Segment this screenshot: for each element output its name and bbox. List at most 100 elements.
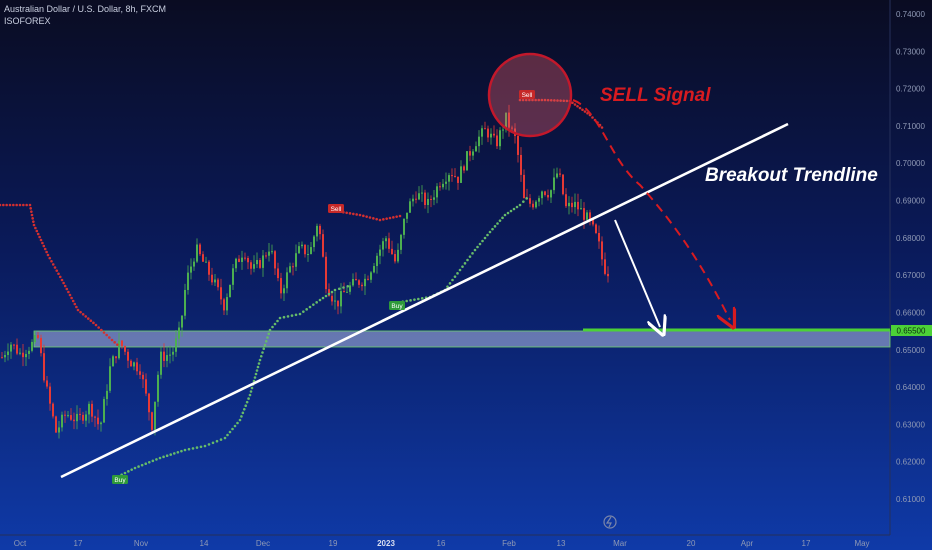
trail-dot [25,203,28,207]
trail-dot [478,242,482,246]
candle-body [469,151,471,156]
candle-body [166,355,168,361]
candle-body [352,278,354,286]
trail-dot [456,272,459,275]
x-tick-label: Oct [14,539,27,548]
candle-body [64,414,66,416]
candle-body [349,285,351,292]
candle-body [61,414,63,428]
trail-dot [15,203,18,207]
trail-dot [503,213,507,217]
candle-body [331,295,333,302]
candle-body [7,351,9,355]
candle-body [583,208,585,220]
candle-body [274,251,276,269]
candle-body [535,201,537,208]
trail-dot [116,343,119,346]
candle-body [100,422,102,425]
candle-body [511,127,513,129]
trail-dot [207,443,211,446]
candle-body [532,203,534,208]
candle-body [544,191,546,195]
candle-body [37,335,39,338]
candle-body [571,202,573,208]
trail-dot [368,216,372,219]
trail-dot [581,108,584,112]
trail-dot [245,400,249,404]
trail-dot [473,248,477,252]
trail-dot [140,463,144,467]
trail-dot [518,98,522,102]
time-axis: Oct 17 Nov 14 Dec 19 2023 16 Feb 13 Mar 20 Apr 17 May [14,539,870,548]
trail-dot [562,99,566,103]
candle-body [79,413,81,415]
trail-dot [8,203,12,207]
candle-body [223,299,225,311]
trail-dot [286,315,290,318]
watermark-logo [603,515,617,529]
trail-dot [254,372,258,376]
trail-dot [244,404,248,408]
trail-dot [305,308,308,311]
trail-dot [483,236,487,240]
candle-body [427,198,429,206]
trail-dot [524,98,528,102]
candle-body [415,198,417,200]
candle-body [16,344,18,354]
trail-dot [81,312,85,316]
candle-body [346,291,348,293]
sell-tag-mid-label: Sell [331,206,342,213]
y-tick-label: 0.69000 [896,197,925,206]
trail-dot [382,218,385,221]
trail-dot [211,441,215,445]
trail-dot [543,98,547,102]
candle-body [169,354,171,356]
candle-body [508,112,510,128]
candle-body [379,249,381,256]
candle-body [370,272,372,280]
trail-dot [586,111,589,115]
trail-dot [32,223,36,227]
trail-dot [512,207,516,211]
trail-dot [271,325,274,329]
trail-dot [583,110,587,113]
candle-body [130,360,132,367]
candle-body [499,130,501,147]
trail-dot [298,312,302,316]
candle-body [529,198,531,204]
buy-tag-mid-label: Buy [391,303,403,310]
price-badge: 0.65500 [891,325,932,336]
trail-dot [240,415,243,418]
candle-body [307,254,309,256]
trail-dot [73,302,77,306]
trail-dot [31,217,34,220]
trail-dot [48,256,52,260]
trail-dot [89,319,93,323]
candle-body [598,232,600,242]
trail-dot [417,297,420,301]
candle-body [430,198,432,200]
trail-dot [183,448,187,452]
projection-arrow-red [572,99,730,320]
candle-body [178,327,180,339]
candle-body [253,264,255,269]
x-tick-label: 14 [200,539,209,548]
candle-body [58,427,60,433]
trail-dot [45,250,48,254]
candle-body [559,173,561,175]
trail-dot [528,98,531,102]
price-badge-label: 0.65500 [897,327,926,336]
trail-dot [324,294,328,298]
candle-body [403,218,405,235]
x-tick-label: 17 [802,539,811,548]
candle-body [19,352,21,354]
trail-dot [463,262,467,265]
candle-body [496,135,498,147]
trail-dot [127,470,130,473]
candle-body [409,201,411,213]
candle-body [451,175,453,177]
candle-body [364,278,366,287]
candle-body [280,278,282,294]
